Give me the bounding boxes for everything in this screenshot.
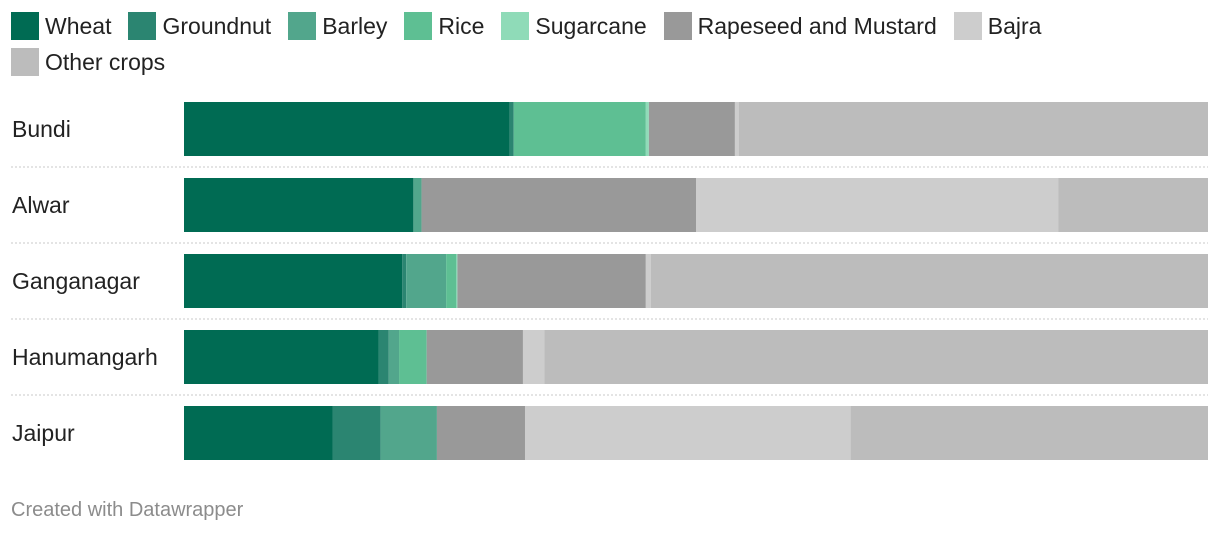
bar-segment bbox=[446, 254, 457, 308]
row-label: Bundi bbox=[12, 116, 71, 142]
legend-label: Rice bbox=[438, 13, 485, 39]
bar-segment bbox=[696, 178, 1059, 232]
bar-segment bbox=[650, 254, 1208, 308]
legend-item: Bajra bbox=[953, 8, 1042, 44]
bar-segment bbox=[648, 102, 735, 156]
legend-item: Sugarcane bbox=[501, 8, 647, 44]
legend-item: Wheat bbox=[11, 8, 111, 44]
row-label: Hanumangarh bbox=[12, 344, 158, 370]
legend-swatch bbox=[128, 12, 157, 40]
bar-segment bbox=[413, 178, 422, 232]
bar-segment bbox=[739, 102, 1208, 156]
legend-item: Rapeseed and Mustard bbox=[663, 8, 937, 44]
bar-segment bbox=[184, 178, 414, 232]
legend-swatch bbox=[663, 12, 692, 40]
legend-swatch bbox=[11, 48, 39, 76]
bar-segment bbox=[513, 102, 646, 156]
bar-segment bbox=[184, 406, 333, 460]
bar-segment bbox=[1058, 178, 1208, 232]
bar-segment bbox=[645, 254, 651, 308]
bar-segment bbox=[509, 102, 514, 156]
legend-swatch bbox=[11, 12, 39, 40]
legend-swatch bbox=[953, 12, 982, 40]
legend-item: Barley bbox=[288, 8, 387, 44]
bar-segment bbox=[378, 330, 389, 384]
legend-label: Groundnut bbox=[162, 13, 272, 39]
bar-segment bbox=[436, 406, 525, 460]
bar-segment bbox=[544, 330, 1208, 384]
row-label: Ganganagar bbox=[12, 268, 140, 294]
legend-label: Wheat bbox=[45, 13, 112, 39]
legend-item: Rice bbox=[404, 8, 484, 44]
legend-item: Other crops bbox=[11, 44, 165, 80]
row-label: Alwar bbox=[12, 192, 70, 218]
bar-segment bbox=[426, 330, 523, 384]
legend-label: Rapeseed and Mustard bbox=[697, 13, 937, 39]
bar-segment bbox=[184, 102, 510, 156]
row-label: Jaipur bbox=[12, 420, 75, 446]
bar-segment bbox=[421, 178, 696, 232]
legend: Wheat Groundnut Barley Rice Sugarcane Rapesee… bbox=[11, 8, 1211, 80]
legend-swatch bbox=[501, 12, 530, 40]
legend-label: Other crops bbox=[45, 49, 166, 75]
bar-segment bbox=[406, 254, 447, 308]
bar-segment bbox=[522, 330, 545, 384]
bar-segment bbox=[399, 330, 427, 384]
legend-label: Sugarcane bbox=[535, 13, 647, 39]
bar-segment bbox=[388, 330, 400, 384]
bar-segment bbox=[524, 406, 851, 460]
bar-segment bbox=[734, 102, 740, 156]
legend-item: Groundnut bbox=[128, 8, 271, 44]
bar-segment bbox=[456, 254, 458, 308]
bar-segment bbox=[184, 330, 379, 384]
footer-credit: Created with Datawrapper bbox=[11, 499, 244, 521]
bar-segment bbox=[184, 254, 403, 308]
bar-segment bbox=[457, 254, 646, 308]
bar-segment bbox=[380, 406, 437, 460]
legend-swatch bbox=[404, 12, 433, 40]
bar-segment bbox=[402, 254, 407, 308]
bar-segment bbox=[850, 406, 1208, 460]
legend-label: Barley bbox=[322, 13, 388, 39]
bar-segment bbox=[645, 102, 649, 156]
bar-segment bbox=[332, 406, 381, 460]
legend-swatch bbox=[288, 12, 317, 40]
legend-label: Bajra bbox=[987, 13, 1042, 39]
